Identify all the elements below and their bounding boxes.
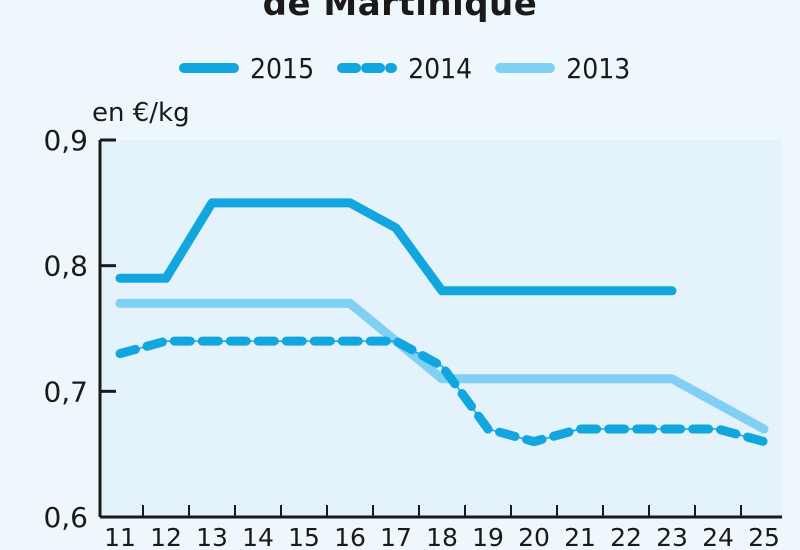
series-layer (115, 198, 769, 447)
legend-label-2013: 2013 (566, 51, 631, 85)
legend-label-2014: 2014 (408, 51, 473, 85)
legend-item-2014: 2014 (336, 52, 472, 85)
y-tick-label: 0,9 (43, 124, 88, 157)
legend-item-2013: 2013 (494, 52, 630, 85)
y-tick-label: 0,7 (43, 375, 88, 408)
x-tick-label: 24 (702, 523, 734, 550)
x-tick-label: 17 (380, 523, 412, 550)
plot-area (100, 140, 782, 517)
legend-swatch-2014 (337, 63, 398, 73)
x-tick-label: 16 (334, 523, 366, 550)
chart-title: de Martinique (262, 0, 538, 24)
legend: 2015 2014 2013 (178, 50, 630, 86)
x-tick-label: 15 (288, 523, 320, 550)
x-tick-label: 21 (564, 523, 596, 550)
x-tick-label: 19 (472, 523, 504, 550)
x-tick-label: 18 (426, 523, 458, 550)
x-tick-label: 22 (610, 523, 642, 550)
y-axis-unit-label: en €/kg (92, 98, 190, 128)
x-tick-label: 20 (518, 523, 550, 550)
y-tick-label: 0,6 (43, 501, 88, 534)
x-tick-label: 14 (242, 523, 274, 550)
y-tick-label: 0,8 (43, 250, 88, 283)
legend-item-2015: 2015 (178, 52, 314, 85)
x-tick-label: 12 (150, 523, 182, 550)
x-tick-label: 25 (748, 523, 780, 550)
legend-swatch-2015 (179, 63, 239, 73)
x-tick-label: 11 (104, 523, 136, 550)
x-tick-label: 23 (656, 523, 688, 550)
series-line-2013 (115, 298, 769, 434)
series-line-2015 (115, 198, 677, 296)
series-guide-2014 (119, 340, 765, 443)
legend-swatch-2013 (495, 63, 556, 73)
axes: 0,6 0,7 0,8 0,9 11 12 13 14 15 16 17 18 19 20 21 22 23 24… (43, 124, 782, 550)
legend-label-2015: 2015 (250, 51, 315, 85)
x-tick-label: 13 (196, 523, 228, 550)
